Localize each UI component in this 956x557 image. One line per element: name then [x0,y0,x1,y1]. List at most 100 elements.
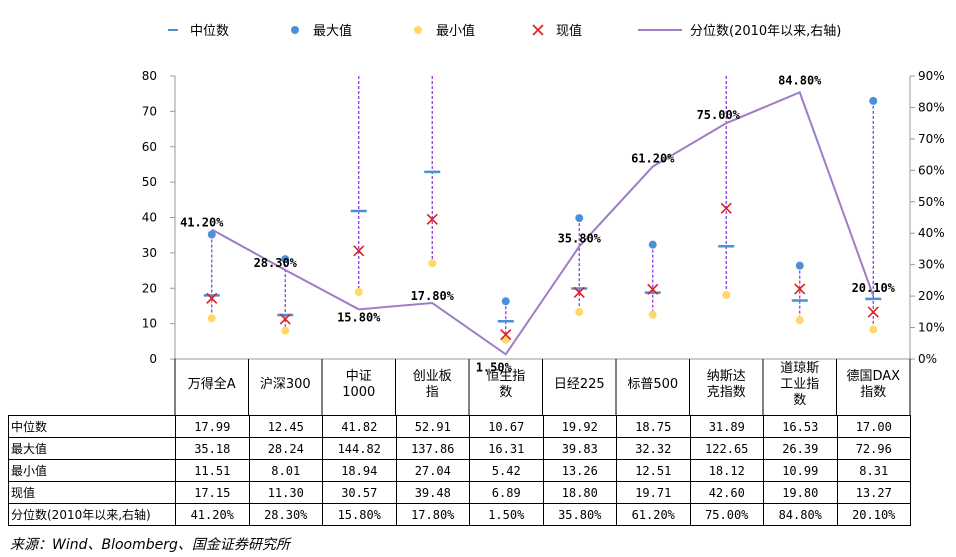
table-cell: 19.80 [763,481,838,504]
table-cell: 137.86 [395,437,470,460]
table-cell: 11.51 [175,459,250,482]
table-cell: 41.20% [175,503,250,526]
percentile-data-label: 35.80% [558,231,602,245]
current-x-mark [500,329,512,341]
max-dot [501,297,510,306]
current-x-mark [867,306,879,318]
y-right-tick-label: 50% [918,195,945,209]
x-category-label: 万得全A [188,376,236,392]
legend-percentile-label: 分位数(2010年以来,右轴) [690,24,841,39]
x-category-label: 德国DAX [846,369,900,384]
min-dot [207,314,216,323]
y-left-tick-label: 0 [149,352,157,366]
percentile-data-label: 17.80% [411,289,455,303]
table-cell: 12.45 [248,415,323,438]
min-dot [722,290,731,299]
source-note: 来源：Wind、Bloomberg、国金证券研究所 [10,537,290,553]
table-cell: 52.91 [395,415,470,438]
table-cell: 41.82 [322,415,397,438]
x-category-label: 克指数 [707,385,746,400]
y-right-tick-label: 30% [918,258,945,272]
y-left-tick-label: 10 [142,317,157,331]
y-right-tick-label: 70% [918,132,945,146]
table-cell: 84.80% [763,503,838,526]
legend-current-label: 现值 [556,23,582,39]
legend-max-label: 最大值 [313,23,352,39]
table-cell: 18.80 [542,481,617,504]
legend-median-label: 中位数 [190,24,229,39]
min-dot [281,326,290,335]
percentile-data-label: 75.00% [697,108,741,122]
table-row: 最大值 35.18 28.24 144.82 137.86 16.31 39.83 32.32… [8,437,911,460]
percentile-data-label: 41.20% [180,215,224,229]
table-cell: 17.80% [395,503,470,526]
x-category-label: 指数 [860,385,886,400]
min-dot [575,308,584,317]
table-cell: 32.32 [616,437,691,460]
y-left-tick-label: 20 [142,281,157,295]
y-left-tick-label: 30 [142,246,157,260]
percentile-data-label: 84.80% [778,73,822,87]
x-category-label: 数 [793,393,806,408]
max-dot [281,255,290,264]
table-cell: 18.75 [616,415,691,438]
max-dot [207,230,216,239]
table-cell: 10.67 [469,415,544,438]
table-row: 现值 17.15 11.30 30.57 39.48 6.89 18.80 19.71 42.6… [8,481,911,504]
y-left-tick-label: 60 [142,140,157,154]
x-category-label: 沪深300 [260,376,311,392]
percentile-data-label: 61.20% [631,152,675,166]
y-left-tick-label: 40 [142,211,157,225]
min-dot [354,287,363,296]
max-dot [869,96,878,105]
table-cell: 8.31 [836,459,911,482]
table-cell: 28.24 [248,437,323,460]
table-cell: 42.60 [689,481,764,504]
table-cell: 13.27 [836,481,911,504]
y-left-tick-label: 50 [142,175,157,189]
x-category-label: 道琼斯 [780,361,819,376]
min-dot [648,310,657,319]
percentile-data-label: 20.10% [852,281,896,295]
current-x-mark [279,313,291,325]
table-cell: 16.31 [469,437,544,460]
table-cell: 18.12 [689,459,764,482]
min-dot [501,335,510,344]
x-category-label: 指 [426,385,439,400]
x-category-label: 数 [499,385,512,400]
max-dot [648,240,657,249]
y-left-tick-label: 80 [142,69,157,83]
table-cell: 5.42 [469,459,544,482]
table-cell: 39.48 [395,481,470,504]
x-category-label: 恒生指 [486,369,525,384]
chart-canvas: 0 10 20 30 40 50 60 70 80 0% 10% 20% 30% 40% 50% 60% 70%… [142,23,945,415]
table-cell: 19.92 [542,415,617,438]
legend-current-icon [532,24,544,36]
table-row: 中位数 17.99 12.45 41.82 52.91 10.67 19.92 18.75 31… [8,415,911,438]
current-x-mark [720,202,732,214]
table-cell: 35.80% [542,503,617,526]
current-x-mark [426,213,438,225]
y-right-tick-label: 90% [918,69,945,83]
table-cell: 10.99 [763,459,838,482]
table-cell: 15.80% [322,503,397,526]
current-x-mark [647,283,659,295]
y-right-tick-label: 60% [918,163,945,177]
table-cell: 72.96 [836,437,911,460]
table-cell: 61.20% [616,503,691,526]
percentile-data-label: 1.50% [476,360,513,374]
y-right-tick-label: 20% [918,289,945,303]
table-cell: 26.39 [763,437,838,460]
y-right-tick-label: 10% [918,321,945,335]
max-dot [795,261,804,270]
table-row-label: 中位数 [8,415,176,438]
legend-min-label: 最小值 [436,23,475,39]
percentile-data-label: 15.80% [337,310,381,324]
table-cell: 31.89 [689,415,764,438]
x-category-label: 1000 [342,385,375,400]
x-category-label: 纳斯达 [707,369,746,384]
percentile-line [211,91,875,356]
table-cell: 27.04 [395,459,470,482]
data-table: 中位数 17.99 12.45 41.82 52.91 10.67 19.92 18.75 31… [8,415,911,526]
legend-min-icon [414,26,422,34]
